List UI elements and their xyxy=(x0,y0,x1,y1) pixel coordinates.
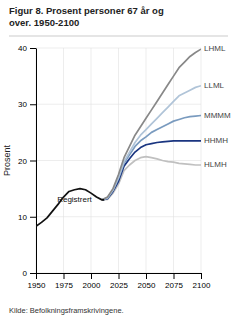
tick-label: 2000 xyxy=(83,281,101,290)
source: Kilde: Befolkningsframskrivingene. xyxy=(9,306,124,315)
y-axis-line xyxy=(36,49,37,274)
tick-label: 1950 xyxy=(28,281,46,290)
y-axis: 0 10 20 30 40 xyxy=(18,44,36,278)
grid xyxy=(36,48,201,273)
tick-mark xyxy=(36,273,37,279)
tick-label: 2075 xyxy=(165,281,183,290)
tick-mark xyxy=(201,273,202,279)
series-label: LLML xyxy=(204,81,225,90)
series-label: LHML xyxy=(204,44,226,53)
tick: 1950 xyxy=(28,273,46,290)
tick-mark xyxy=(64,273,65,279)
grid-line xyxy=(146,48,147,273)
grid-line xyxy=(201,48,202,273)
series-line xyxy=(102,116,201,200)
title-rule xyxy=(9,36,228,37)
tick-label: 0 xyxy=(23,269,28,278)
tick-mark xyxy=(30,273,36,274)
tick: 10 xyxy=(18,213,36,222)
tick-mark xyxy=(119,273,120,279)
tick: 2100 xyxy=(193,273,211,290)
plot-area xyxy=(36,49,201,226)
tick-label: 20 xyxy=(18,157,27,166)
chart: Figur 8. Prosent personer 67 år ogover. … xyxy=(0,0,237,321)
grid-line xyxy=(118,48,119,273)
tick-mark xyxy=(30,161,36,162)
series-label: HLMH xyxy=(204,160,227,169)
x-axis: 1950 1975 2000 2025 2050 2075 2100 xyxy=(28,273,211,290)
grid-line xyxy=(91,48,92,273)
tick-mark xyxy=(174,273,175,279)
tick: 2050 xyxy=(138,273,156,290)
tick-mark xyxy=(146,273,147,279)
series-line xyxy=(102,86,201,200)
series-label: MMMM xyxy=(204,111,231,120)
grid-line xyxy=(173,48,174,273)
tick: 0 xyxy=(23,269,36,278)
series-line xyxy=(102,49,201,200)
series-label: HHMH xyxy=(204,136,228,145)
tick-label: 2025 xyxy=(110,281,128,290)
series-labels: HLMH HHMH MMMM LLML LHML Registrert xyxy=(57,44,231,204)
tick: 20 xyxy=(18,157,36,166)
series-line xyxy=(102,141,201,200)
tick-label: 10 xyxy=(18,213,27,222)
series-line xyxy=(36,189,104,227)
tick-mark xyxy=(30,48,36,49)
tick: 2000 xyxy=(83,273,101,290)
title: over. 1950-2100 xyxy=(9,17,79,28)
tick: 30 xyxy=(18,100,36,109)
series-label: Registrert xyxy=(57,195,92,204)
tick-label: 2050 xyxy=(138,281,156,290)
tick-label: 2100 xyxy=(193,281,211,290)
tick: 40 xyxy=(18,44,36,53)
tick: 2075 xyxy=(165,273,183,290)
tick-mark xyxy=(91,273,92,279)
tick: 2025 xyxy=(110,273,128,290)
grid-line xyxy=(63,48,64,273)
tick-mark xyxy=(30,217,36,218)
tick-mark xyxy=(30,104,36,105)
tick-label: 40 xyxy=(18,44,27,53)
y-axis-title: Prosent xyxy=(2,144,12,176)
tick: 1975 xyxy=(55,273,73,290)
title: Figur 8. Prosent personer 67 år og xyxy=(9,5,164,16)
tick-label: 1975 xyxy=(55,281,73,290)
tick-label: 30 xyxy=(18,100,27,109)
